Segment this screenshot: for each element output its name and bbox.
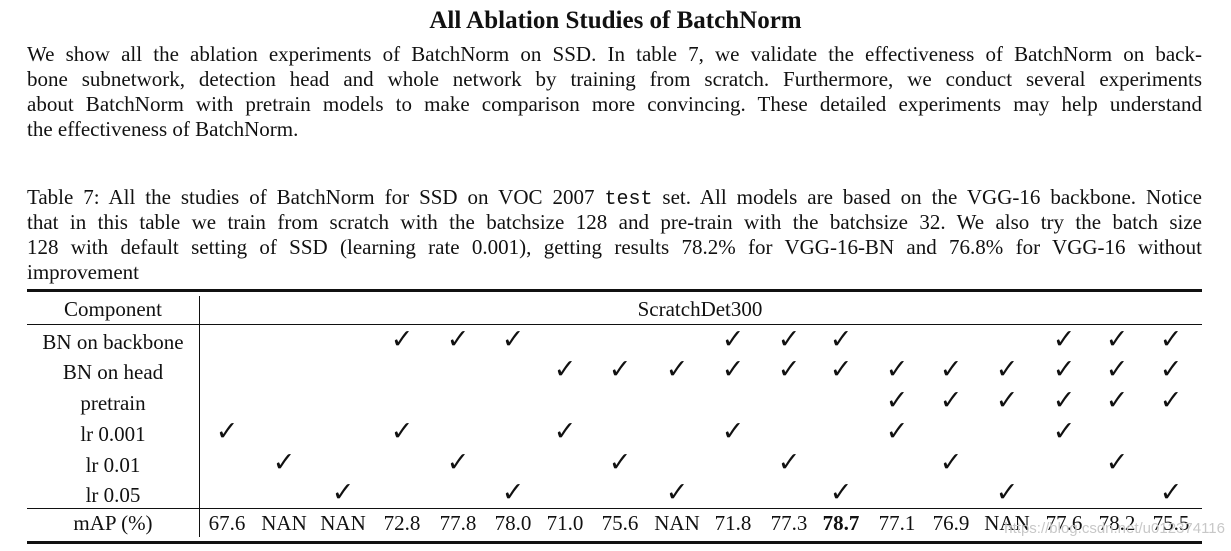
caption-line-4: improvement (27, 260, 139, 284)
map-value: NAN (261, 511, 307, 535)
map-label: mAP (%) (73, 511, 153, 535)
checkmark-icon: ✓ (1159, 354, 1183, 385)
checkmark-icon: ✓ (829, 477, 853, 508)
table-map-rule (27, 508, 1202, 509)
watermark: https://blog.csdn.net/u012374116 (1004, 520, 1225, 537)
table-bottom-rule (27, 541, 1202, 544)
map-value: 78.2 (1098, 511, 1136, 535)
checkmark-icon: ✓ (1159, 477, 1183, 508)
map-value: NAN (984, 511, 1030, 535)
checkmark-icon: ✓ (995, 385, 1019, 416)
checkmark-icon: ✓ (608, 447, 632, 478)
caption-line-2: that in this table we train from scratch… (27, 210, 1202, 234)
checkmark-icon: ✓ (553, 416, 577, 447)
checkmark-icon: ✓ (829, 324, 853, 355)
checkmark-icon: ✓ (721, 354, 745, 385)
checkmark-icon: ✓ (665, 477, 689, 508)
header-scratchdet300: ScratchDet300 (637, 297, 763, 321)
checkmark-icon: ✓ (939, 385, 963, 416)
map-value: 75.5 (1152, 511, 1190, 535)
map-value: NAN (654, 511, 700, 535)
map-value: 71.8 (714, 511, 752, 535)
map-value: 78.7 (822, 511, 860, 535)
checkmark-icon: ✓ (553, 354, 577, 385)
checkmark-icon: ✓ (885, 416, 909, 447)
checkmark-icon: ✓ (501, 477, 525, 508)
table-column-divider (199, 296, 200, 537)
header-component: Component (64, 297, 162, 321)
checkmark-icon: ✓ (1105, 354, 1129, 385)
map-value: 72.8 (383, 511, 421, 535)
checkmark-icon: ✓ (1052, 324, 1076, 355)
row-label: lr 0.01 (85, 453, 141, 477)
checkmark-icon: ✓ (1105, 447, 1129, 478)
map-value: 77.3 (770, 511, 808, 535)
paragraph-line: bone subnetwork, detection head and whol… (27, 67, 1202, 91)
checkmark-icon: ✓ (721, 416, 745, 447)
checkmark-icon: ✓ (446, 324, 470, 355)
table-header-rule (27, 324, 1202, 325)
caption-text: Table 7: All the studies of BatchNorm fo… (27, 185, 605, 209)
checkmark-icon: ✓ (885, 354, 909, 385)
checkmark-icon: ✓ (1052, 385, 1076, 416)
checkmark-icon: ✓ (1052, 416, 1076, 447)
checkmark-icon: ✓ (608, 354, 632, 385)
paragraph-line: about BatchNorm with pretrain models to … (27, 92, 1202, 116)
table-caption: Table 7: All the studies of BatchNorm fo… (27, 185, 1202, 285)
paragraph-line: We show all the ablation experiments of … (27, 42, 1202, 66)
checkmark-icon: ✓ (1105, 324, 1129, 355)
caption-line-1: Table 7: All the studies of BatchNorm fo… (27, 185, 1202, 211)
map-value: 78.0 (494, 511, 532, 535)
map-value: 67.6 (208, 511, 246, 535)
map-value: 76.9 (932, 511, 970, 535)
section-title: All Ablation Studies of BatchNorm (429, 7, 802, 34)
row-label: lr 0.05 (85, 483, 141, 507)
checkmark-icon: ✓ (721, 324, 745, 355)
intro-paragraph: We show all the ablation experiments of … (27, 42, 1202, 142)
row-label: pretrain (80, 391, 146, 415)
map-value: 77.1 (878, 511, 916, 535)
paragraph-line: the effectiveness of BatchNorm. (27, 117, 299, 141)
caption-text: set. All models are based on the VGG-16 … (652, 185, 1202, 209)
caption-line-3: 128 with default setting of SSD (learnin… (27, 235, 1202, 259)
checkmark-icon: ✓ (777, 447, 801, 478)
checkmark-icon: ✓ (777, 354, 801, 385)
checkmark-icon: ✓ (501, 324, 525, 355)
checkmark-icon: ✓ (331, 477, 355, 508)
checkmark-icon: ✓ (390, 324, 414, 355)
checkmark-icon: ✓ (1159, 385, 1183, 416)
checkmark-icon: ✓ (215, 416, 239, 447)
map-value: 77.6 (1045, 511, 1083, 535)
map-value: 75.6 (601, 511, 639, 535)
checkmark-icon: ✓ (665, 354, 689, 385)
table-top-rule (27, 289, 1202, 292)
checkmark-icon: ✓ (939, 354, 963, 385)
map-value: 71.0 (546, 511, 584, 535)
checkmark-icon: ✓ (885, 385, 909, 416)
map-value: 77.8 (439, 511, 477, 535)
checkmark-icon: ✓ (995, 477, 1019, 508)
checkmark-icon: ✓ (995, 354, 1019, 385)
caption-code: test (604, 188, 653, 211)
checkmark-icon: ✓ (1159, 324, 1183, 355)
checkmark-icon: ✓ (829, 354, 853, 385)
row-label: BN on head (62, 360, 164, 384)
checkmark-icon: ✓ (939, 447, 963, 478)
checkmark-icon: ✓ (1052, 354, 1076, 385)
checkmark-icon: ✓ (777, 324, 801, 355)
map-value: NAN (320, 511, 366, 535)
row-label: BN on backbone (42, 330, 184, 354)
checkmark-icon: ✓ (1105, 385, 1129, 416)
checkmark-icon: ✓ (390, 416, 414, 447)
checkmark-icon: ✓ (446, 447, 470, 478)
row-label: lr 0.001 (80, 422, 146, 446)
checkmark-icon: ✓ (272, 447, 296, 478)
